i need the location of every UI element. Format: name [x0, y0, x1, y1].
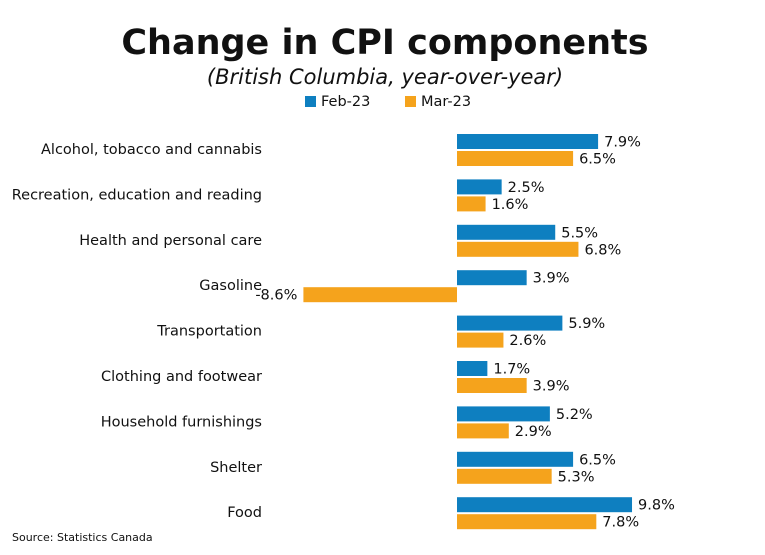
bar [457, 378, 527, 393]
value-label: 5.9% [568, 316, 605, 332]
value-label: 6.8% [584, 242, 621, 258]
category-label: Shelter [210, 460, 262, 476]
category-label: Recreation, education and reading [12, 187, 262, 203]
value-label: 2.9% [515, 424, 552, 440]
value-label: 5.3% [558, 469, 595, 485]
value-label: 3.9% [533, 379, 570, 395]
bar [303, 287, 457, 303]
value-label: 7.8% [602, 515, 639, 531]
source-note: Source: Statistics Canada [12, 531, 153, 544]
category-label: Household furnishings [101, 414, 262, 430]
value-label: 5.2% [556, 407, 593, 423]
value-label: 6.5% [579, 452, 616, 468]
category-label: Clothing and footwear [101, 369, 262, 385]
bar [457, 179, 502, 195]
bar [457, 423, 509, 439]
bar [457, 196, 486, 212]
category-label: Gasoline [199, 278, 262, 294]
chart-title: Change in CPI components [121, 23, 648, 63]
bar [457, 514, 597, 530]
legend-swatch [405, 96, 416, 107]
chart-subtitle: (British Columbia, year-over-year) [207, 65, 563, 89]
bar [457, 134, 599, 149]
legend-label: Feb-23 [321, 94, 370, 110]
value-label: -8.6% [255, 288, 297, 304]
bar [457, 151, 574, 166]
value-label: 2.6% [509, 333, 546, 349]
value-label: 1.7% [493, 362, 530, 378]
category-label: Transportation [156, 324, 262, 340]
category-label: Food [227, 505, 262, 521]
value-label: 9.8% [638, 498, 675, 514]
bar [457, 270, 527, 286]
legend-label: Mar-23 [421, 94, 471, 110]
bar [457, 361, 488, 376]
legend-swatch [305, 96, 316, 107]
value-label: 1.6% [492, 197, 529, 213]
bar [457, 451, 574, 467]
category-label: Health and personal care [79, 233, 262, 249]
bar [457, 241, 579, 257]
value-label: 7.9% [604, 135, 641, 151]
bar [457, 332, 504, 348]
value-label: 6.5% [579, 152, 616, 168]
bar [457, 315, 563, 331]
bar [457, 497, 633, 513]
category-label: Alcohol, tobacco and cannabis [41, 142, 262, 158]
bar [457, 406, 550, 422]
bar [457, 468, 552, 484]
bar [457, 224, 556, 240]
value-label: 3.9% [533, 271, 570, 287]
value-label: 2.5% [508, 180, 545, 196]
value-label: 5.5% [561, 225, 598, 241]
